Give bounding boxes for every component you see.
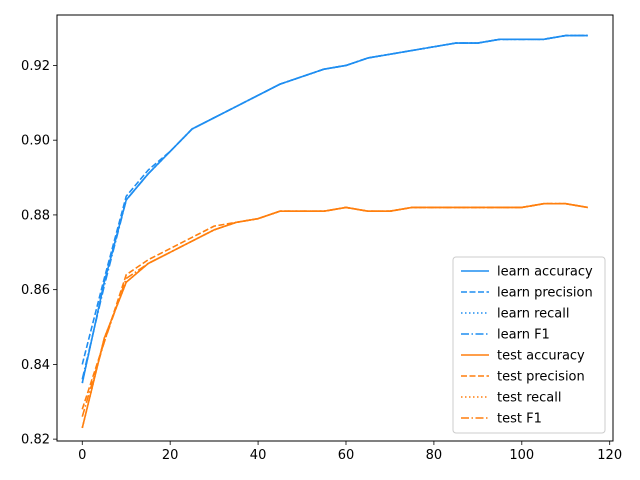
legend-label: test accuracy xyxy=(497,349,585,364)
x-tick-label: 120 xyxy=(597,448,622,463)
y-tick-label: 0.90 xyxy=(21,134,50,149)
y-tick-label: 0.86 xyxy=(21,283,50,298)
legend-label: test F1 xyxy=(497,412,542,427)
series-line-8 xyxy=(81,202,588,417)
plot-frame xyxy=(56,14,614,442)
legend-label: learn accuracy xyxy=(497,265,593,280)
y-tick-label: 0.88 xyxy=(21,208,50,223)
legend: learn accuracy learn precision learn recal… xyxy=(452,256,606,434)
legend-label: learn recall xyxy=(497,307,569,322)
legend-label: learn precision xyxy=(497,286,593,301)
y-tick-label: 0.82 xyxy=(21,433,50,448)
series-layer xyxy=(81,34,588,429)
legend-label: test precision xyxy=(497,370,585,385)
x-tick-label: 60 xyxy=(338,448,355,463)
y-tick-label: 0.92 xyxy=(21,59,50,74)
legend-box xyxy=(452,256,606,434)
x-axis: 0 20 40 60 80 100 120 xyxy=(78,441,622,463)
x-tick-label: 0 xyxy=(78,448,86,463)
x-tick-label: 80 xyxy=(426,448,443,463)
y-tick-label: 0.84 xyxy=(21,358,50,373)
legend-label: learn F1 xyxy=(497,328,550,343)
x-tick-label: 40 xyxy=(250,448,267,463)
series-line-4 xyxy=(81,34,588,380)
legend-label: test recall xyxy=(497,391,562,406)
x-tick-label: 20 xyxy=(162,448,179,463)
series-line-6 xyxy=(81,202,588,410)
y-axis: 0.82 0.84 0.86 0.88 0.90 0.92 xyxy=(21,59,57,448)
x-tick-label: 100 xyxy=(509,448,534,463)
